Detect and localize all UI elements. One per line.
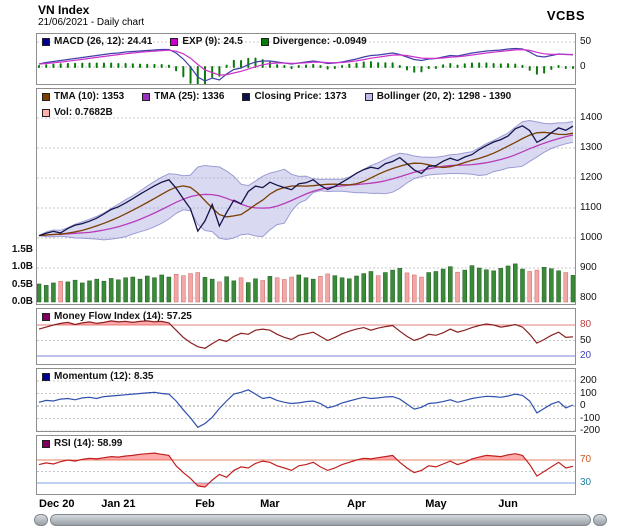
macd-plot xyxy=(37,41,575,84)
legend-color-chip xyxy=(142,92,151,101)
mfi-legend: Money Flow Index (14): 57.25 xyxy=(42,311,192,322)
price-legend-row1: TMA (10): 1353 TMA (25): 1336 Closing Pric… xyxy=(42,91,511,102)
legend-color-chip xyxy=(242,92,251,101)
axis-tick-label: 30 xyxy=(580,477,592,488)
legend-label: Vol: 0.7682B xyxy=(54,107,113,118)
legend-label: Divergence: -0.0949 xyxy=(272,36,367,47)
momentum-plot xyxy=(37,380,575,431)
momentum-panel: Momentum (12): 8.35 xyxy=(36,368,576,432)
legend-item: RSI (14): 58.99 xyxy=(42,438,122,449)
legend-color-chip xyxy=(42,108,50,117)
axis-tick-label: 1400 xyxy=(580,112,603,123)
brand-logo: VCBS xyxy=(546,8,585,23)
legend-color-chip xyxy=(364,92,373,101)
chart-scrollbar xyxy=(34,514,607,526)
macd-panel: MACD (26, 12): 24.41 EXP (9): 24.5 Diverge… xyxy=(36,33,576,85)
legend-color-chip xyxy=(42,312,50,321)
axis-tick-label: 100 xyxy=(580,387,597,399)
axis-tick-label: -100 xyxy=(580,412,601,424)
legend-item: EXP (9): 24.5 xyxy=(170,36,243,47)
legend-item: Momentum (12): 8.35 xyxy=(42,371,153,382)
rsi-plot xyxy=(37,452,575,488)
momentum-legend: Momentum (12): 8.35 xyxy=(42,371,153,382)
scrollbar-thumb[interactable] xyxy=(50,514,591,526)
axis-tick-label: 1000 xyxy=(580,232,603,243)
axis-tick-label: 0.5B xyxy=(11,278,33,290)
axis-tick-label: 900 xyxy=(580,262,597,273)
mfi-plot xyxy=(37,320,575,357)
legend-item: MACD (26, 12): 24.41 xyxy=(42,36,152,47)
axis-tick-label: 1300 xyxy=(580,142,603,153)
x-axis-label: Dec 20 xyxy=(39,498,75,510)
x-axis-label: Feb xyxy=(195,498,215,510)
legend-item: Closing Price: 1373 xyxy=(242,91,347,102)
axis-tick-label: 200 xyxy=(580,375,597,386)
x-axis-label: Jan 21 xyxy=(101,498,136,510)
legend-item: TMA (25): 1336 xyxy=(142,91,224,102)
legend-label: Money Flow Index (14): 57.25 xyxy=(54,311,192,322)
price-legend-row2: Vol: 0.7682B xyxy=(42,107,113,118)
rsi-legend: RSI (14): 58.99 xyxy=(42,438,122,449)
legend-color-chip xyxy=(42,92,50,101)
scrollbar-right-cap[interactable] xyxy=(593,514,607,526)
legend-color-chip xyxy=(42,37,50,46)
chart-subtitle: 21/06/2021 - Daily chart xyxy=(38,17,145,28)
axis-tick-label: 20 xyxy=(580,350,592,361)
axis-tick-label: 1200 xyxy=(580,172,603,183)
rsi-panel: RSI (14): 58.99 xyxy=(36,435,576,495)
axis-tick-label: -200 xyxy=(580,425,601,436)
x-axis-label: May xyxy=(425,498,447,510)
price-panel: TMA (10): 1353 TMA (25): 1336 Closing Pric… xyxy=(36,88,576,305)
price-plot xyxy=(37,117,575,303)
legend-label: RSI (14): 58.99 xyxy=(54,438,123,449)
axis-tick-label: 0.0B xyxy=(11,296,33,307)
legend-color-chip xyxy=(42,439,50,448)
macd-legend: MACD (26, 12): 24.41 EXP (9): 24.5 Diverge… xyxy=(42,36,367,47)
axis-tick-label: 0 xyxy=(580,400,586,411)
page-title: VN Index xyxy=(38,3,90,17)
axis-tick-label: 50 xyxy=(580,334,592,346)
legend-color-chip xyxy=(42,372,50,381)
mfi-panel: Money Flow Index (14): 57.25 xyxy=(36,308,576,365)
x-axis-label: Mar xyxy=(260,498,280,510)
legend-label: Bollinger (20, 2): 1298 - 1390 xyxy=(376,91,512,102)
axis-tick-label: 1.0B xyxy=(11,261,33,273)
scrollbar-left-cap[interactable] xyxy=(34,514,48,526)
legend-color-chip xyxy=(260,37,269,46)
legend-label: Closing Price: 1373 xyxy=(254,91,347,102)
axis-tick-label: 1.5B xyxy=(11,243,33,255)
axis-tick-label: 50 xyxy=(580,36,592,47)
legend-label: TMA (25): 1336 xyxy=(154,91,225,102)
legend-item: Divergence: -0.0949 xyxy=(260,36,367,47)
legend-item: Money Flow Index (14): 57.25 xyxy=(42,311,192,322)
legend-label: EXP (9): 24.5 xyxy=(182,36,243,47)
legend-item: Vol: 0.7682B xyxy=(42,107,113,118)
legend-item: TMA (10): 1353 xyxy=(42,91,124,102)
x-axis-label: Apr xyxy=(347,498,366,510)
axis-tick-label: 800 xyxy=(580,292,597,303)
axis-tick-label: 1100 xyxy=(580,202,602,213)
legend-color-chip xyxy=(170,37,179,46)
legend-label: Momentum (12): 8.35 xyxy=(54,371,154,382)
legend-item: Bollinger (20, 2): 1298 - 1390 xyxy=(364,91,512,102)
axis-tick-label: 80 xyxy=(580,319,592,330)
axis-tick-label: 0 xyxy=(580,61,586,72)
axis-tick-label: 70 xyxy=(580,454,592,465)
legend-label: MACD (26, 12): 24.41 xyxy=(54,36,153,47)
x-axis-label: Jun xyxy=(498,498,518,510)
legend-label: TMA (10): 1353 xyxy=(54,91,125,102)
